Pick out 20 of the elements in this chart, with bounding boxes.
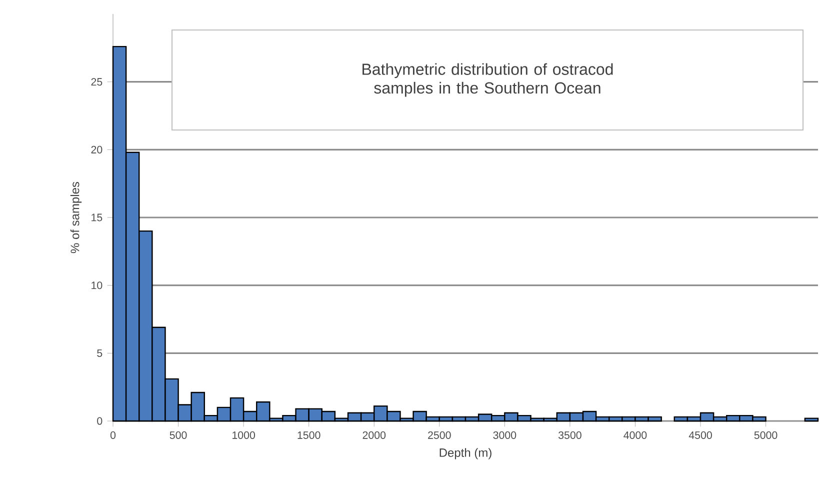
x-tick-label: 0 [110, 431, 116, 439]
x-tick-label: 2000 [362, 431, 386, 439]
x-tick-label: 4500 [688, 431, 712, 439]
y-tick-label: 5 [97, 349, 102, 357]
x-tick-label: 2500 [428, 431, 451, 439]
x-tick-label: 3500 [558, 431, 582, 439]
y-axis-title: % of samples [70, 182, 82, 254]
x-axis-title: Depth (m) [440, 448, 492, 460]
y-tick-label: 25 [91, 78, 102, 86]
y-tick-label: 15 [92, 214, 102, 222]
y-tick-label: 0 [97, 417, 102, 425]
x-tick-label: 3000 [493, 431, 516, 439]
y-tick-label: 20 [91, 146, 102, 154]
text: Bathymetric distribution of ostracod samples in the Southern Ocean [362, 63, 613, 97]
x-tick-label: 4000 [624, 431, 647, 439]
y-tick-label: 10 [92, 282, 102, 290]
x-tick-label: 500 [170, 431, 187, 439]
x-tick-label: 5000 [754, 431, 778, 439]
x-tick-label: 1500 [298, 431, 320, 439]
x-tick-label: 1000 [232, 431, 256, 439]
